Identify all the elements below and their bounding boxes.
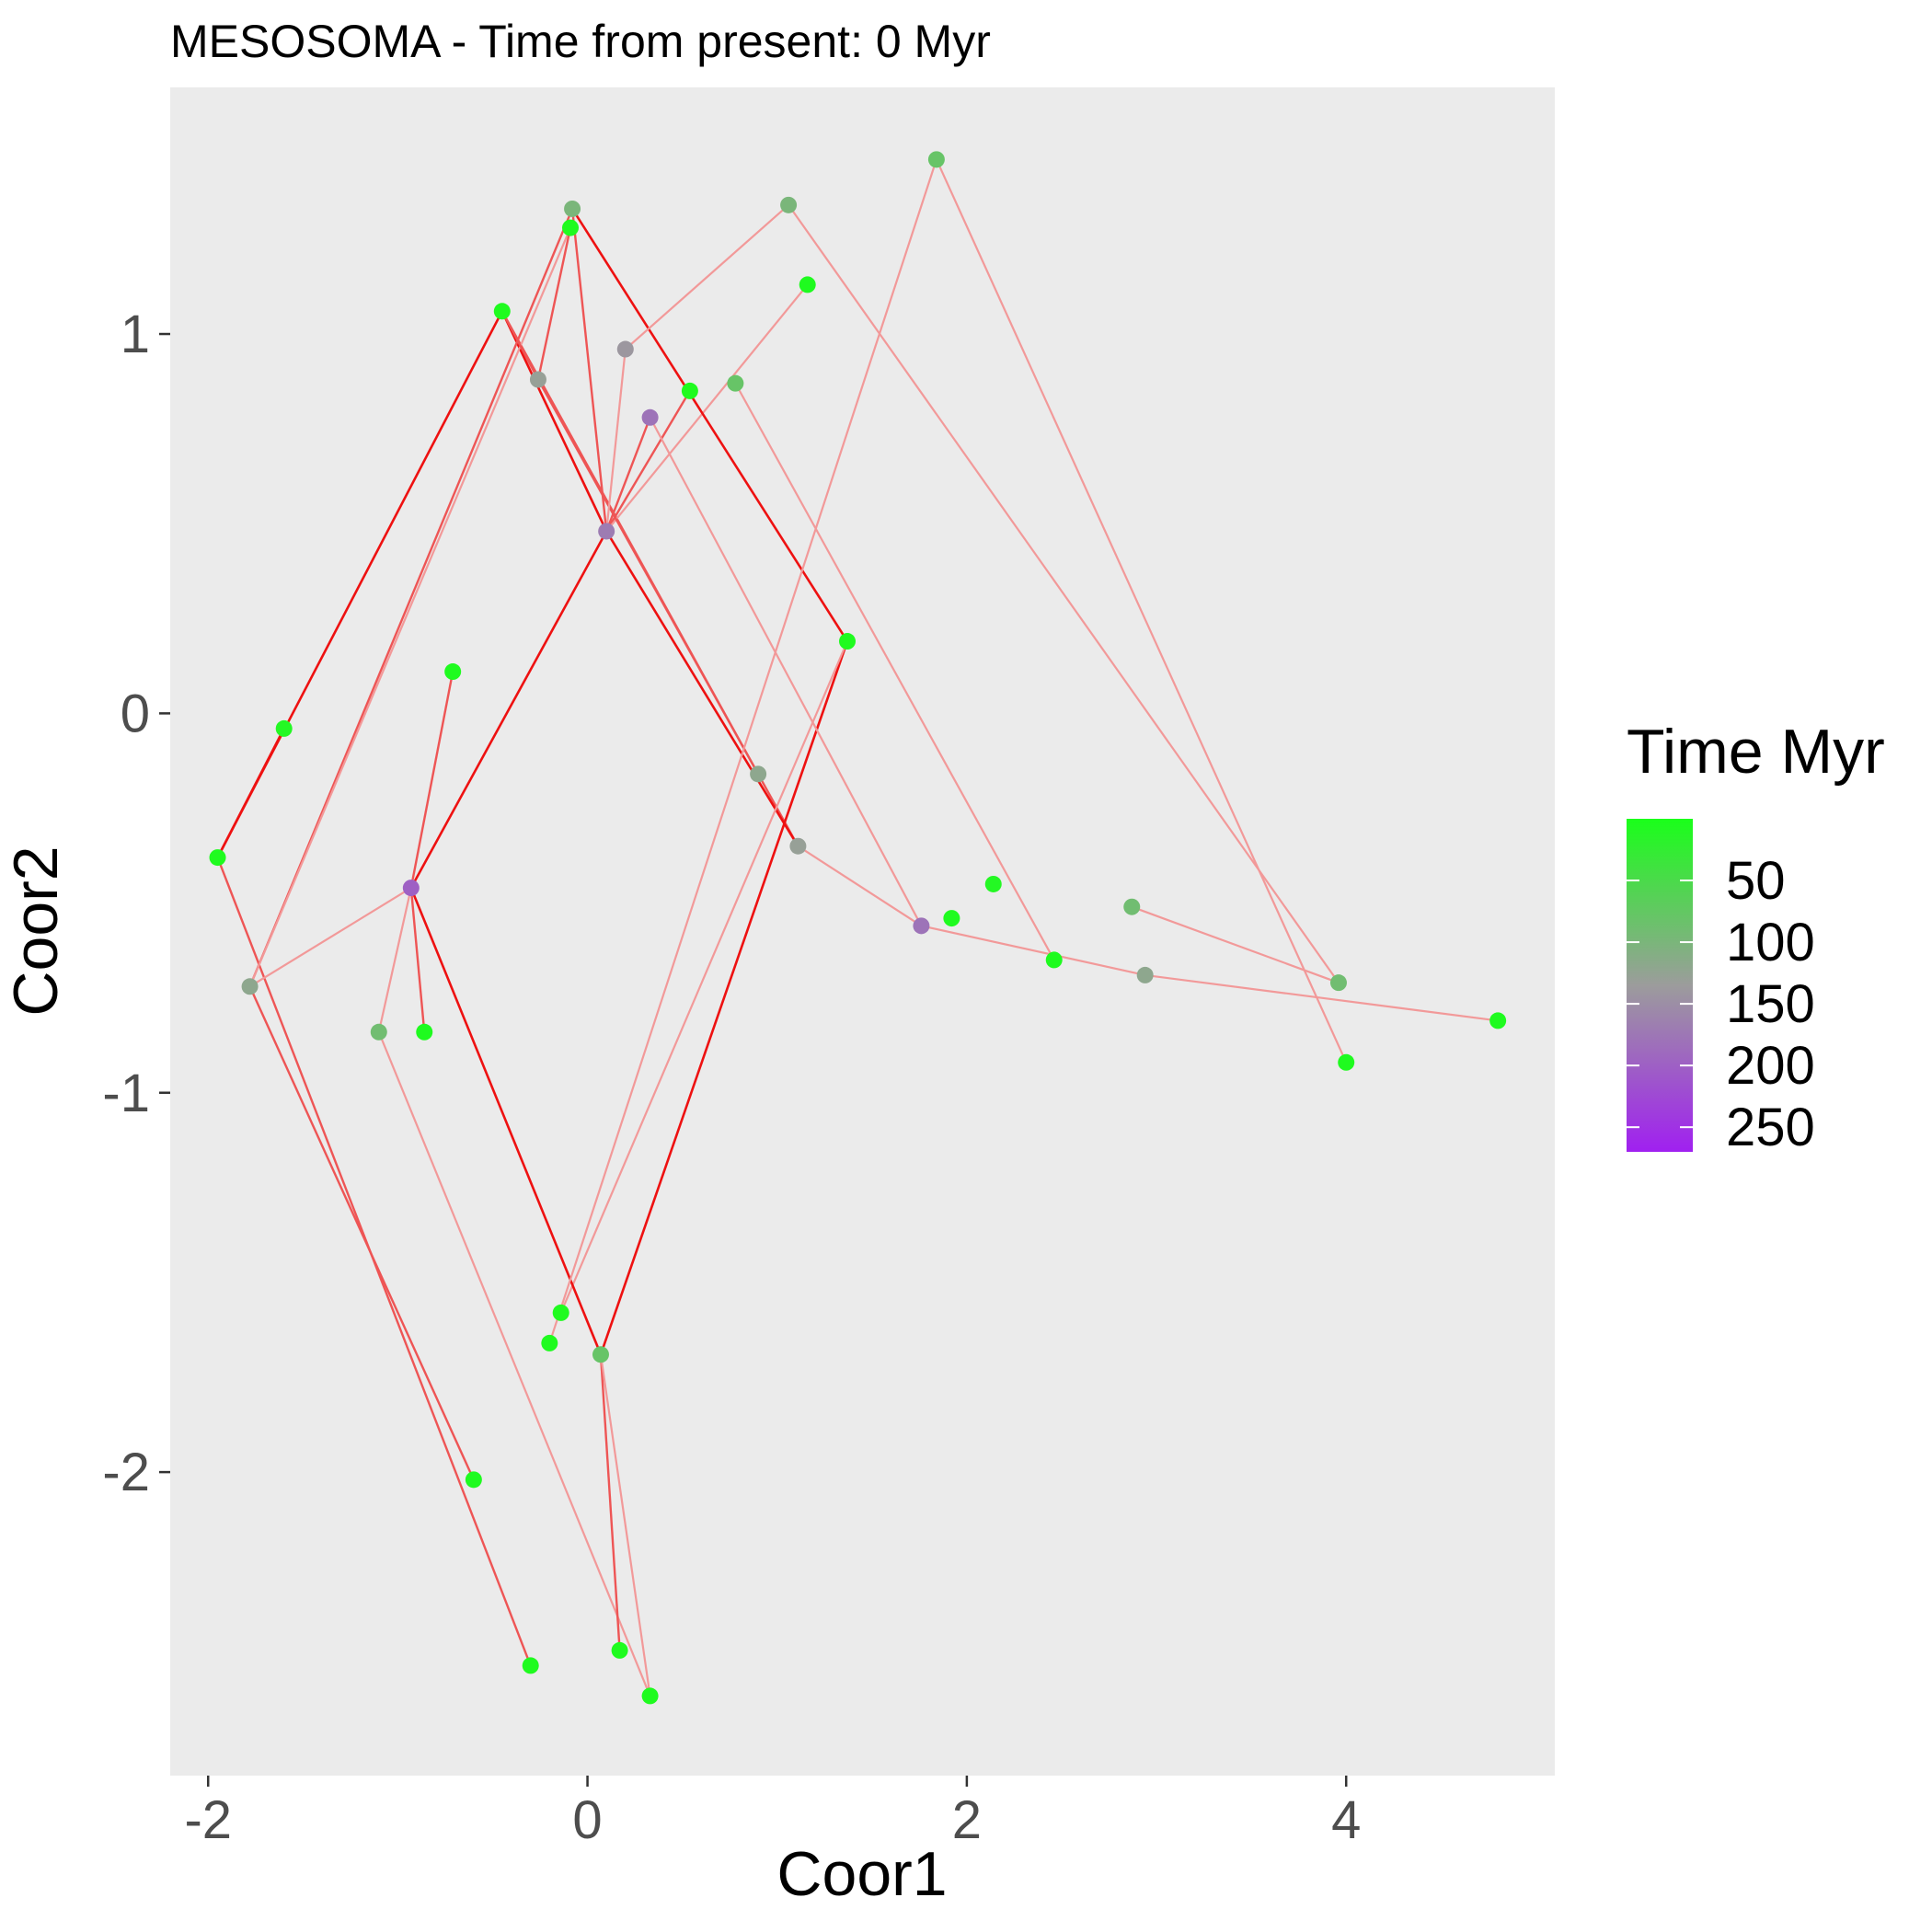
data-point bbox=[416, 1023, 433, 1041]
data-point bbox=[402, 880, 420, 897]
tree-edge bbox=[377, 1031, 651, 1696]
tree-edge bbox=[248, 227, 572, 987]
tree-edge bbox=[536, 227, 572, 380]
tree-edge bbox=[249, 887, 412, 988]
edges-layer bbox=[216, 158, 1499, 1696]
data-point bbox=[564, 200, 581, 217]
data-point bbox=[727, 374, 744, 392]
points-layer bbox=[209, 151, 1507, 1705]
x-axis-title: Coor1 bbox=[776, 1839, 947, 1909]
data-point bbox=[616, 340, 634, 358]
tree-edge bbox=[605, 390, 691, 533]
data-point bbox=[465, 1471, 482, 1489]
legend-title: Time Myr bbox=[1627, 717, 1885, 787]
x-tick-label: -2 bbox=[184, 1790, 232, 1850]
data-point bbox=[522, 1657, 539, 1674]
data-point bbox=[529, 371, 546, 388]
y-axis: -2 -1 0 1 bbox=[102, 305, 170, 1502]
tree-edge bbox=[797, 845, 923, 927]
legend-label: 100 bbox=[1726, 913, 1815, 972]
data-point bbox=[1123, 898, 1141, 915]
data-point bbox=[913, 917, 930, 935]
tree-edge bbox=[935, 158, 1348, 1064]
y-tick-label: 1 bbox=[121, 305, 150, 364]
legend-label: 50 bbox=[1726, 851, 1786, 911]
data-point bbox=[750, 765, 767, 783]
plot-panel bbox=[170, 87, 1555, 1776]
legend-label: 250 bbox=[1726, 1098, 1815, 1157]
tree-edge bbox=[605, 349, 627, 532]
tree-edge bbox=[377, 887, 412, 1033]
data-point bbox=[1338, 1053, 1355, 1071]
data-point bbox=[1136, 966, 1154, 983]
tree-edge bbox=[216, 728, 285, 858]
data-point bbox=[927, 151, 945, 168]
data-point bbox=[799, 276, 816, 293]
tree-edge bbox=[1144, 973, 1499, 1022]
tree-edge bbox=[599, 640, 849, 1355]
y-tick-label: 0 bbox=[121, 684, 150, 743]
data-point bbox=[839, 633, 857, 650]
tree-edge bbox=[734, 383, 1055, 960]
data-point bbox=[611, 1641, 628, 1659]
legend-label: 150 bbox=[1726, 974, 1815, 1034]
data-point bbox=[641, 408, 659, 426]
data-point bbox=[984, 875, 1002, 892]
y-tick-label: -1 bbox=[102, 1064, 150, 1123]
tree-edge bbox=[500, 310, 540, 381]
tree-edge bbox=[921, 925, 1145, 976]
tree-edge bbox=[536, 378, 760, 775]
y-axis-title: Coor2 bbox=[1, 845, 71, 1016]
data-point bbox=[493, 303, 511, 320]
data-point bbox=[562, 219, 580, 236]
tree-edge bbox=[605, 417, 651, 532]
tree-edge bbox=[1131, 905, 1340, 984]
tree-edge bbox=[599, 1354, 621, 1650]
data-point bbox=[541, 1334, 558, 1351]
tree-edge bbox=[409, 530, 608, 889]
data-point bbox=[592, 1346, 609, 1363]
data-point bbox=[641, 1687, 659, 1705]
tree-edge bbox=[605, 530, 799, 847]
data-point bbox=[370, 1023, 387, 1041]
data-point bbox=[1329, 974, 1347, 992]
tree-edge bbox=[409, 887, 426, 1032]
y-tick-label: -2 bbox=[102, 1443, 150, 1502]
data-point bbox=[1045, 951, 1063, 969]
data-point bbox=[789, 837, 807, 855]
tree-edge bbox=[625, 204, 789, 351]
data-point bbox=[943, 910, 960, 927]
tree-edge bbox=[599, 1354, 651, 1696]
tree-edge bbox=[570, 208, 608, 532]
legend-label: 200 bbox=[1726, 1036, 1815, 1096]
legend-colorbar bbox=[1627, 819, 1693, 1152]
x-axis: -2 0 2 4 bbox=[184, 1776, 1361, 1850]
data-point bbox=[780, 196, 798, 213]
data-point bbox=[241, 978, 259, 995]
chart-title: MESOSOMA - Time from present: 0 Myr bbox=[170, 16, 991, 67]
data-point bbox=[275, 719, 293, 737]
tree-edge bbox=[605, 283, 809, 533]
tree-edge bbox=[409, 671, 454, 889]
x-tick-label: 4 bbox=[1331, 1790, 1361, 1850]
data-point bbox=[1489, 1012, 1507, 1029]
tree-edge bbox=[409, 887, 603, 1355]
tree-edge bbox=[548, 159, 937, 1344]
tree-edge bbox=[559, 640, 849, 1314]
data-point bbox=[552, 1304, 569, 1321]
tree-edge bbox=[649, 417, 923, 926]
data-point bbox=[444, 663, 462, 681]
tree-edge bbox=[248, 985, 475, 1480]
x-tick-label: 0 bbox=[572, 1790, 602, 1850]
data-point bbox=[209, 849, 226, 867]
data-point bbox=[598, 523, 615, 540]
data-point bbox=[681, 382, 698, 399]
x-tick-label: 2 bbox=[952, 1790, 982, 1850]
